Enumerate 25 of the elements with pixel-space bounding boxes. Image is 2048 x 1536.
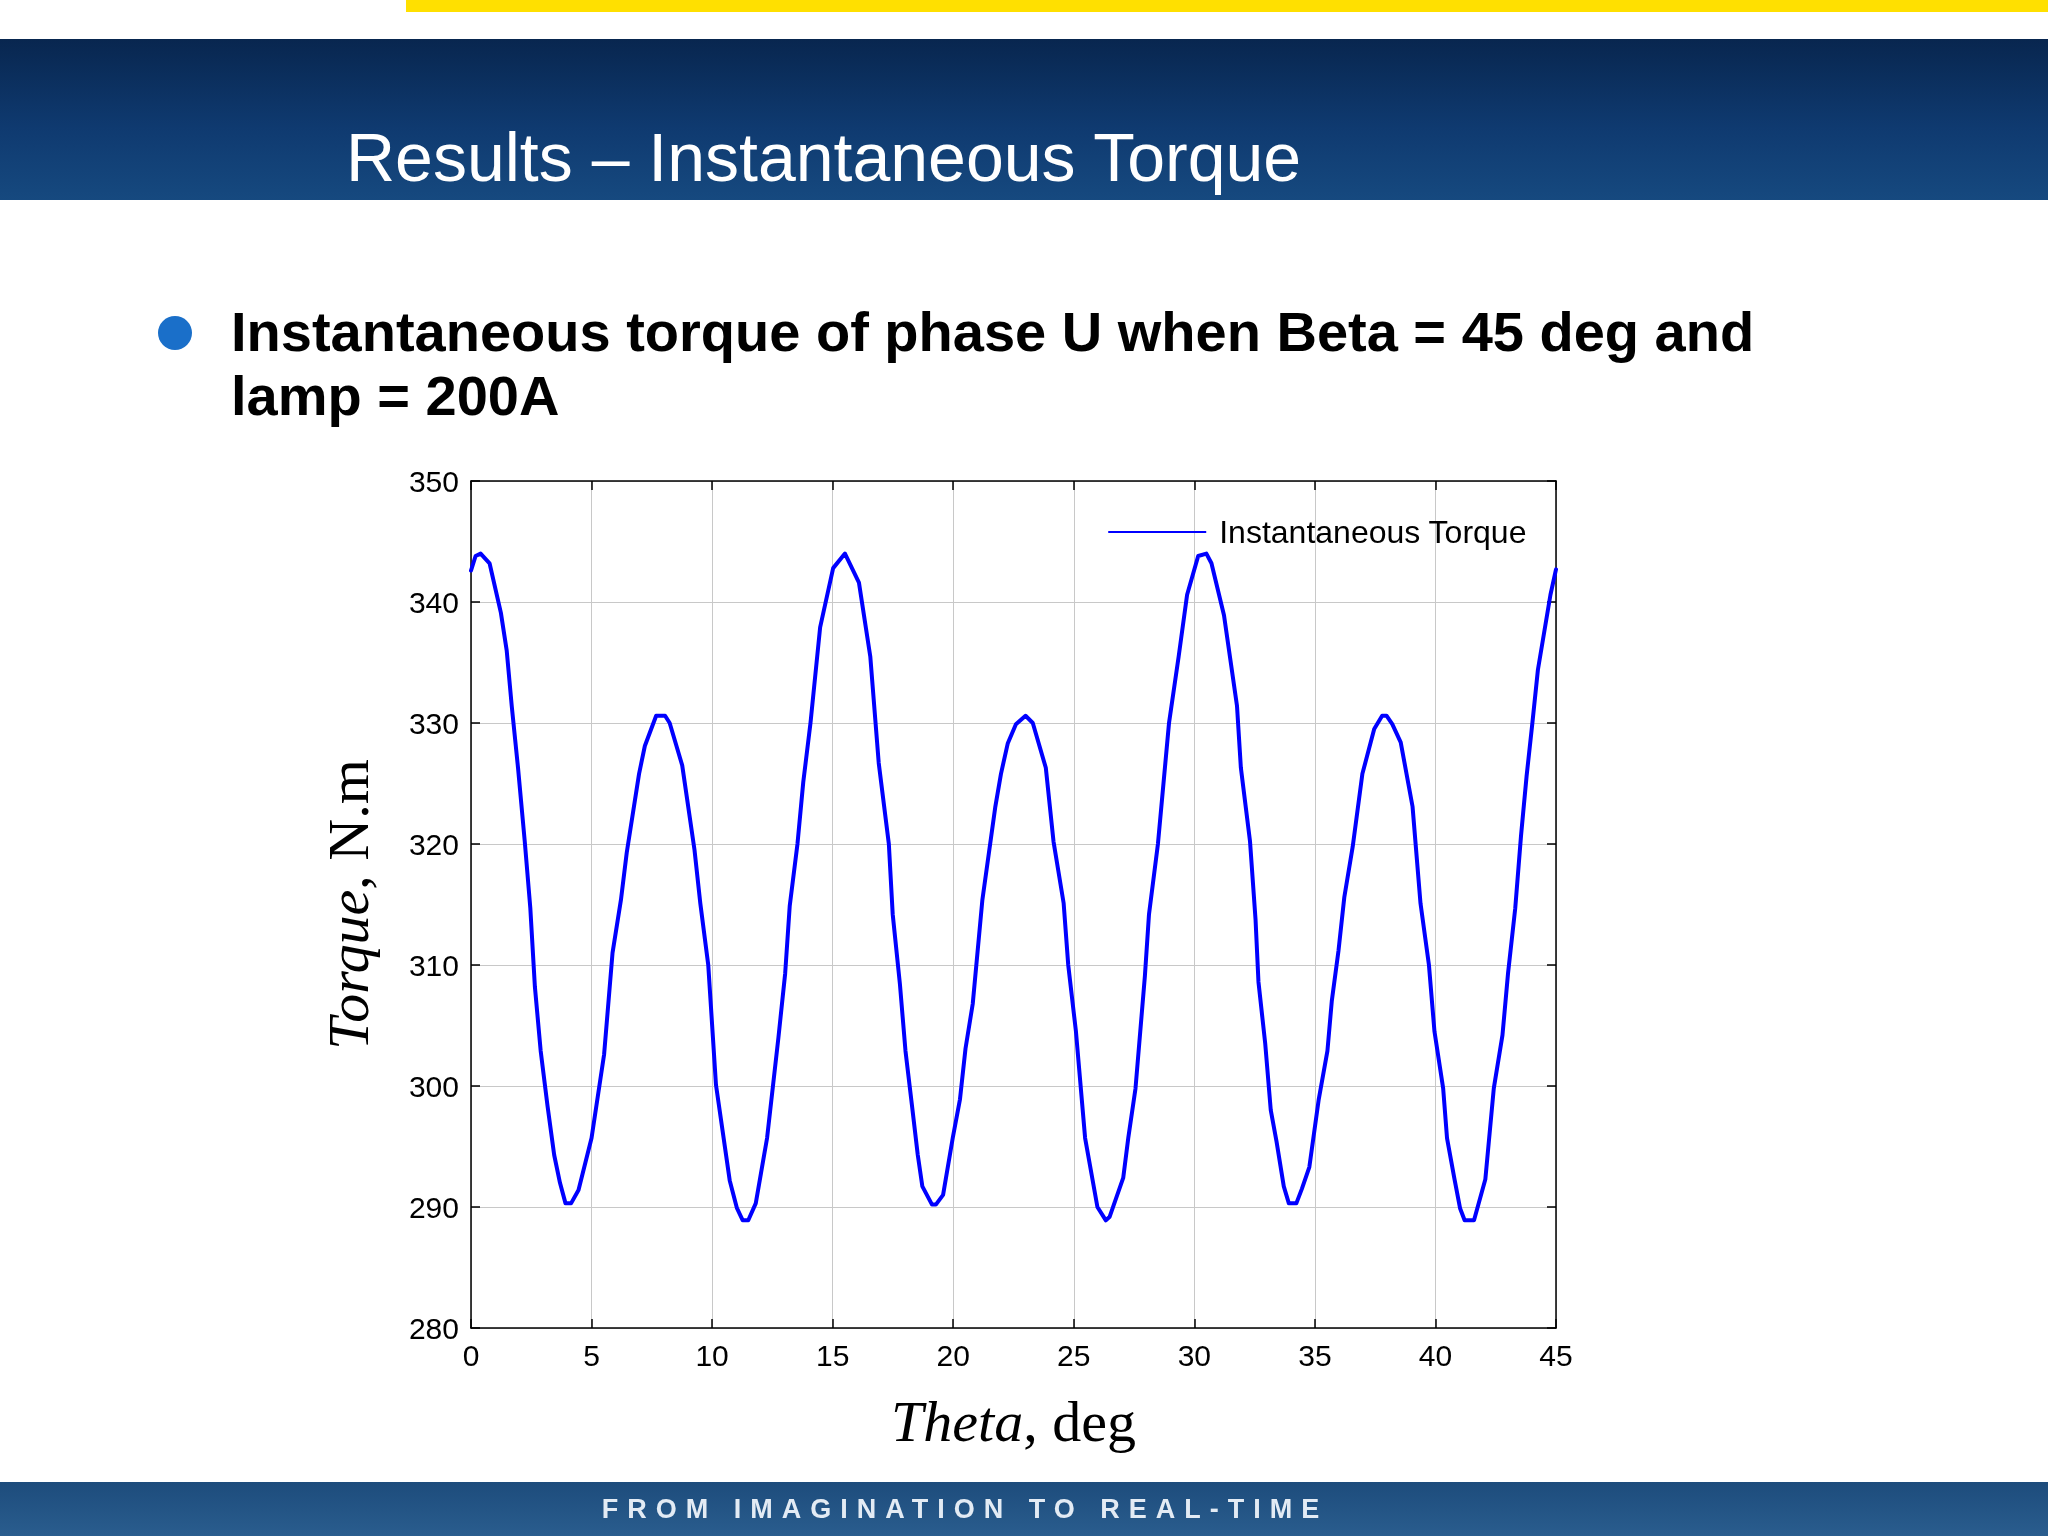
y-axis-title: Torque, N.m — [315, 759, 381, 1050]
y-tick-label: 340 — [408, 585, 459, 619]
y-tick-label: 320 — [408, 827, 459, 861]
y-tick-label: 290 — [408, 1190, 459, 1224]
x-tick-label: 45 — [1539, 1338, 1573, 1372]
x-tick-label: 10 — [695, 1338, 729, 1372]
x-tick-label: 35 — [1298, 1338, 1332, 1372]
y-tick-label: 330 — [408, 706, 459, 740]
x-tick-label: 5 — [583, 1338, 600, 1372]
chart-title: Results – Instantaneous Torque — [346, 118, 1302, 197]
x-axis-title: Theta, deg — [891, 1388, 1136, 1454]
chart-subtitle: Instantaneous torque of phase U when Beta = 45 deg and lamp = 200A — [231, 300, 1756, 428]
y-tick-label: 310 — [408, 948, 459, 982]
legend-label: Instantaneous Torque — [1219, 514, 1527, 550]
x-tick-label: 25 — [1057, 1338, 1091, 1372]
x-tick-label: 20 — [936, 1338, 970, 1372]
x-tick-label: 40 — [1418, 1338, 1453, 1372]
x-tick-label: 0 — [462, 1338, 480, 1372]
x-tick-label: 30 — [1177, 1338, 1212, 1372]
x-tick-label: 15 — [815, 1338, 850, 1372]
y-tick-label: 350 — [408, 464, 459, 498]
text: FROM IMAGINATION TO REAL-TIME — [600, 1493, 1330, 1526]
y-tick-label: 280 — [408, 1311, 459, 1345]
line-series — [469, 551, 1558, 1223]
y-tick-label: 300 — [408, 1069, 459, 1103]
